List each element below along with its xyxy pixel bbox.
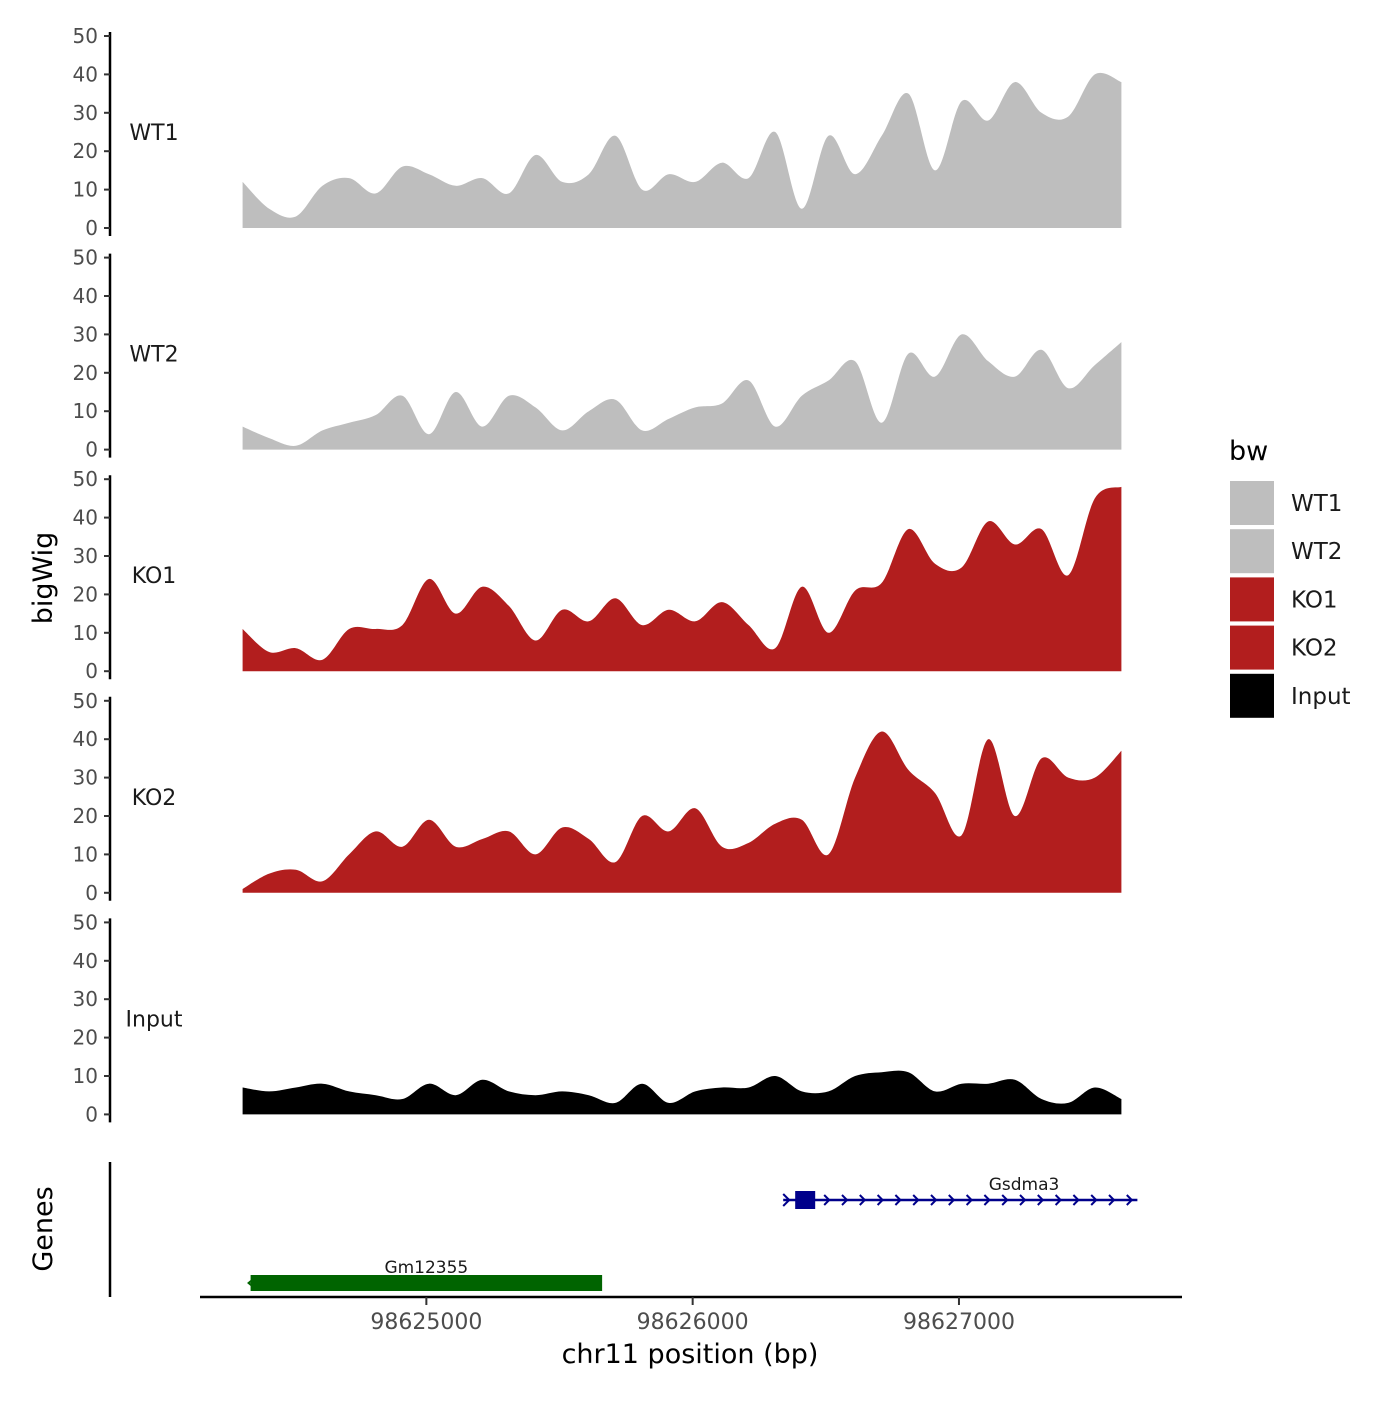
x-tick-label: 98625000: [370, 1310, 482, 1335]
y-tick-label: 20: [73, 361, 98, 385]
track-label-wt1: WT1: [129, 121, 178, 146]
gene-label-gsdma3: Gsdma3: [989, 1175, 1060, 1195]
legend-label-ko1: KO1: [1291, 587, 1338, 613]
gene-strand-arrow: [247, 1277, 256, 1289]
gene-strand-arrow: [1001, 1194, 1009, 1206]
gene-label-gm12355: Gm12355: [384, 1258, 468, 1278]
y-tick-label: 50: [73, 467, 98, 491]
legend-swatch-wt1: [1230, 481, 1274, 525]
x-tick-label: 98627000: [903, 1310, 1015, 1335]
y-tick-label: 50: [73, 910, 98, 934]
legend-swatch-wt2: [1230, 529, 1274, 574]
x-axis: 98625000 98626000 98627000 chr11 position (…: [200, 1295, 1182, 1370]
x-tick-label: 98626000: [637, 1310, 749, 1335]
legend-swatch-input: [1230, 673, 1274, 718]
legend-swatch-ko2: [1230, 625, 1274, 670]
gene-strand-arrow: [894, 1194, 902, 1206]
legend-swatch-ko1: [1230, 577, 1274, 622]
legend-label-wt2: WT2: [1291, 539, 1342, 565]
y-tick-label: 0: [85, 438, 98, 462]
y-tick-label: 10: [73, 178, 98, 202]
y-tick-label: 0: [85, 1102, 98, 1126]
gene-strand-arrow: [1072, 1194, 1080, 1206]
y-tick-label: 40: [73, 949, 98, 973]
gene-strand-arrow: [965, 1194, 974, 1206]
legend-label-wt1: WT1: [1291, 491, 1342, 517]
genes-track-label: Genes: [28, 1186, 59, 1271]
gene-strand-arrow: [983, 1194, 991, 1206]
area-ko1: [242, 486, 1122, 672]
track-panel-wt2: 0 10 20 30 40 50 WT2: [73, 246, 1122, 462]
track-panel-ko2: 0 10 20 30 40 50 KO2: [73, 689, 1122, 905]
y-tick-label: 30: [73, 101, 98, 125]
y-tick-label: 50: [73, 24, 98, 48]
gene-strand-arrow: [823, 1194, 831, 1206]
y-tick-label: 0: [85, 881, 98, 905]
y-tick-label: 10: [73, 399, 98, 423]
legend-label-input: Input: [1291, 684, 1351, 710]
track-panel-input: 0 10 20 30 40 50 Input: [73, 910, 1122, 1126]
y-tick-label: 10: [73, 621, 98, 645]
y-tick-label: 20: [73, 1026, 98, 1050]
y-tick-label: 30: [73, 322, 98, 346]
gene-body-gm12355: [250, 1275, 603, 1291]
gene-strand-arrow: [782, 1193, 791, 1207]
y-tick-label: 0: [85, 659, 98, 683]
area-ko2: [242, 731, 1122, 893]
track-panel-wt1: 0 10 20 30 40 50 WT1: [73, 24, 1122, 240]
y-tick-label: 50: [73, 689, 98, 713]
track-label-ko1: KO1: [132, 564, 177, 589]
gene-strand-arrow: [841, 1194, 849, 1206]
y-axis-title: bigWig: [28, 532, 59, 625]
y-tick-label: 20: [73, 139, 98, 163]
track-label-wt2: WT2: [129, 343, 178, 368]
gene-strand-arrow: [1037, 1194, 1045, 1206]
y-tick-label: 50: [73, 246, 98, 270]
gene-strand-arrow: [1108, 1194, 1116, 1206]
y-tick-label: 20: [73, 804, 98, 828]
area-wt2: [242, 334, 1122, 450]
gene-strand-arrow: [1090, 1194, 1098, 1206]
gene-strand-arrow: [930, 1194, 938, 1206]
legend: bw WT1 WT2 KO1 KO2 Input: [1229, 436, 1351, 718]
gene-strand-arrow: [1054, 1194, 1063, 1206]
track-label-input: Input: [126, 1007, 183, 1032]
track-label-ko2: KO2: [132, 786, 177, 811]
gene-strand-arrow: [859, 1194, 867, 1206]
y-tick-label: 40: [73, 62, 98, 86]
gene-exon: [795, 1191, 816, 1209]
x-axis-title: chr11 position (bp): [562, 1339, 819, 1370]
area-input: [242, 1070, 1122, 1115]
gene-strand-arrow: [912, 1194, 920, 1206]
y-tick-label: 30: [73, 987, 98, 1011]
y-tick-label: 10: [73, 842, 98, 866]
gene-strand-arrow: [876, 1194, 885, 1206]
gene-strand-arrow: [1126, 1194, 1134, 1206]
legend-label-ko2: KO2: [1291, 636, 1338, 662]
y-tick-label: 40: [73, 506, 98, 530]
area-wt1: [242, 72, 1122, 228]
y-tick-label: 10: [73, 1064, 98, 1088]
gene-strand-arrow: [1019, 1194, 1027, 1206]
legend-title: bw: [1229, 436, 1268, 467]
y-tick-label: 40: [73, 284, 98, 308]
track-panel-ko1: 0 10 20 30 40 50 KO1: [73, 467, 1122, 683]
y-tick-label: 0: [85, 216, 98, 240]
y-tick-label: 30: [73, 544, 98, 568]
y-tick-label: 40: [73, 727, 98, 751]
y-tick-label: 20: [73, 582, 98, 606]
genes-panel: Genes Gm12355 Gsdma3: [28, 1162, 1138, 1297]
gene-strand-arrow: [948, 1194, 956, 1206]
y-tick-label: 30: [73, 766, 98, 790]
